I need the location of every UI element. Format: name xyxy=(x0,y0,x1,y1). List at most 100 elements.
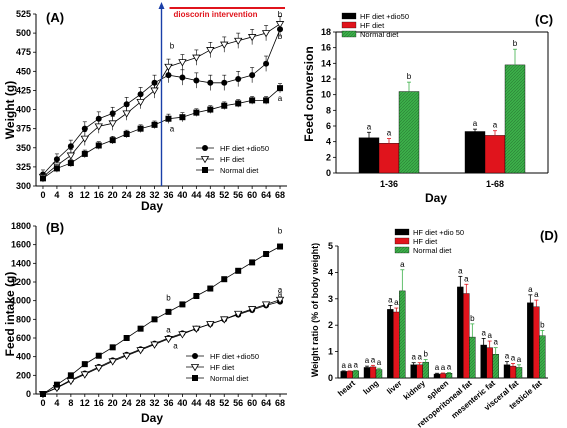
bar xyxy=(422,361,429,379)
data-point xyxy=(235,100,242,107)
x-tick-label: 44 xyxy=(191,398,201,408)
x-tick-label: 44 xyxy=(191,190,201,200)
significance-letter: a xyxy=(371,355,376,364)
bar xyxy=(457,286,464,379)
data-point xyxy=(206,47,215,55)
x-tick-label: 4 xyxy=(54,190,59,200)
x-tick-label: 60 xyxy=(247,398,257,408)
y-tick-label: 0 xyxy=(326,168,331,178)
y-tick-label: 12 xyxy=(321,74,331,84)
y-tick-label: 350 xyxy=(16,143,31,153)
legend-marker xyxy=(202,167,208,173)
data-point xyxy=(136,99,145,107)
y-tick-label: 8 xyxy=(326,105,331,115)
significance-letter: a xyxy=(511,353,516,362)
significance-letter: a xyxy=(435,363,440,372)
legend-label: Normal diet xyxy=(220,166,259,175)
bar xyxy=(486,347,493,379)
x-tick-label: 16 xyxy=(94,190,104,200)
y-tick-label: 450 xyxy=(16,66,31,76)
data-point xyxy=(137,325,144,332)
significance-letter: b xyxy=(423,350,428,359)
bar xyxy=(504,64,526,174)
legend-label: HF diet +dio50 xyxy=(220,144,269,153)
significance-letter: b xyxy=(540,320,545,329)
data-point xyxy=(109,110,116,117)
bar xyxy=(509,365,517,379)
intervention-label: dioscorin intervention xyxy=(174,10,258,19)
data-point xyxy=(81,150,88,157)
panel-b-y-title: Feed intake (g) xyxy=(3,272,17,357)
bar xyxy=(503,364,511,379)
data-point xyxy=(275,21,285,29)
panel-d-label: (D) xyxy=(540,228,558,243)
legend-label: HF diet xyxy=(210,363,235,372)
data-point xyxy=(233,310,243,319)
legend-label: HF diet +dio50 xyxy=(210,352,259,361)
x-tick-label: 28 xyxy=(136,190,146,200)
x-tick-label: 12 xyxy=(80,398,90,408)
y-tick-label: 525 xyxy=(16,9,31,19)
legend-label: Normal diet xyxy=(210,374,249,383)
data-point xyxy=(164,63,173,72)
data-point xyxy=(179,301,186,308)
y-tick-label: 800 xyxy=(16,314,31,324)
significance-letter: b xyxy=(278,32,283,41)
bar xyxy=(484,135,506,174)
data-point xyxy=(95,142,102,149)
y-tick-label: 1000 xyxy=(11,296,31,306)
y-tick-label: 400 xyxy=(16,105,31,115)
data-point xyxy=(263,60,270,67)
bar xyxy=(445,373,453,379)
y-tick-label: 400 xyxy=(16,352,31,362)
data-point xyxy=(66,378,76,386)
data-point xyxy=(53,165,60,172)
x-tick-label: 56 xyxy=(233,190,243,200)
data-point xyxy=(192,54,201,62)
bar xyxy=(369,366,377,379)
x-tick-label: 0 xyxy=(40,398,45,408)
x-tick-label: 20 xyxy=(108,398,118,408)
x-tick-label: 28 xyxy=(136,398,146,408)
bar xyxy=(439,373,447,379)
y-tick-label: 0 xyxy=(26,389,31,399)
data-point xyxy=(80,371,90,379)
data-point xyxy=(263,97,270,104)
x-tick-label: 68 xyxy=(275,398,285,408)
x-tick-label: 12 xyxy=(80,190,90,200)
significance-letter: a xyxy=(411,353,416,362)
bar xyxy=(433,373,441,379)
data-point xyxy=(193,77,200,84)
intervention-arrow xyxy=(158,2,165,9)
data-point xyxy=(207,285,214,292)
significance-letter: a xyxy=(473,119,478,128)
y-tick-label: 1200 xyxy=(11,277,31,287)
panel-a-x-title: Day xyxy=(141,199,163,213)
significance-letter: a xyxy=(534,290,539,299)
legend-label: HF diet +dio50 xyxy=(360,12,409,21)
data-point xyxy=(221,102,228,109)
y-tick-label: 1400 xyxy=(11,258,31,268)
significance-letter: a xyxy=(388,295,393,304)
significance-letter: a xyxy=(166,325,171,334)
legend-marker xyxy=(192,375,198,381)
data-point xyxy=(263,251,270,257)
y-tick-label: 18 xyxy=(321,27,331,37)
panel-a-label: (A) xyxy=(46,10,64,25)
x-tick-label: 8 xyxy=(68,398,73,408)
x-tick-label: 56 xyxy=(233,398,243,408)
y-tick-label: 475 xyxy=(16,47,31,57)
legend-label: HF diet xyxy=(413,237,438,246)
x-tick-label: 8 xyxy=(68,190,73,200)
data-point xyxy=(165,72,172,79)
bar xyxy=(398,91,420,174)
bar xyxy=(463,293,470,379)
bar xyxy=(340,371,347,379)
data-point xyxy=(123,335,130,341)
bar xyxy=(399,290,406,379)
y-tick-label: 16 xyxy=(321,43,331,53)
legend-label: HF diet xyxy=(220,155,245,164)
panel-c-x-title: Day xyxy=(425,191,447,205)
bar xyxy=(492,354,499,379)
